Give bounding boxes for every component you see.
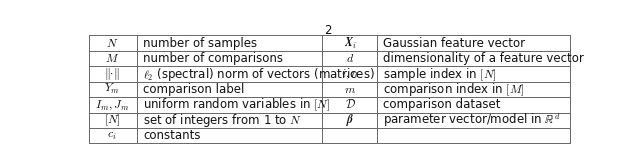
Text: comparison label: comparison label — [143, 83, 244, 96]
Text: $Y_m$: $Y_m$ — [104, 82, 120, 97]
Text: $\ell_2$ (spectral) norm of vectors (matrices): $\ell_2$ (spectral) norm of vectors (mat… — [143, 66, 375, 82]
Text: Gaussian feature vector: Gaussian feature vector — [383, 37, 525, 50]
Text: $\boldsymbol{X}_i$: $\boldsymbol{X}_i$ — [344, 36, 357, 51]
Text: $i, n$: $i, n$ — [341, 67, 360, 81]
Text: 2: 2 — [324, 24, 332, 37]
Text: uniform random variables in $[N]$: uniform random variables in $[N]$ — [143, 97, 330, 113]
Text: $[N]$: $[N]$ — [104, 113, 120, 128]
Text: comparison index in $[M]$: comparison index in $[M]$ — [383, 81, 524, 98]
Text: $M$: $M$ — [105, 52, 120, 65]
Text: $\boldsymbol{\beta}$: $\boldsymbol{\beta}$ — [346, 112, 355, 128]
Text: comparison dataset: comparison dataset — [383, 98, 500, 111]
Text: $c_i$: $c_i$ — [108, 129, 117, 142]
Text: $d$: $d$ — [346, 52, 355, 65]
Text: constants: constants — [143, 129, 200, 142]
Bar — [89, 35, 570, 143]
Text: $N$: $N$ — [106, 37, 118, 50]
Text: $I_m, J_m$: $I_m, J_m$ — [95, 98, 129, 112]
Text: $m$: $m$ — [344, 83, 356, 96]
Text: number of comparisons: number of comparisons — [143, 52, 283, 65]
Text: parameter vector/model in $\mathbb{R}^d$: parameter vector/model in $\mathbb{R}^d$ — [383, 111, 560, 129]
Text: set of integers from 1 to $N$: set of integers from 1 to $N$ — [143, 112, 302, 129]
Text: number of samples: number of samples — [143, 37, 257, 50]
Text: sample index in $[N]$: sample index in $[N]$ — [383, 66, 496, 82]
Text: dimensionality of a feature vector: dimensionality of a feature vector — [383, 52, 584, 65]
Text: $\mathcal{D}$: $\mathcal{D}$ — [345, 98, 356, 111]
Text: $\|{\cdot}\|$: $\|{\cdot}\|$ — [104, 66, 120, 82]
